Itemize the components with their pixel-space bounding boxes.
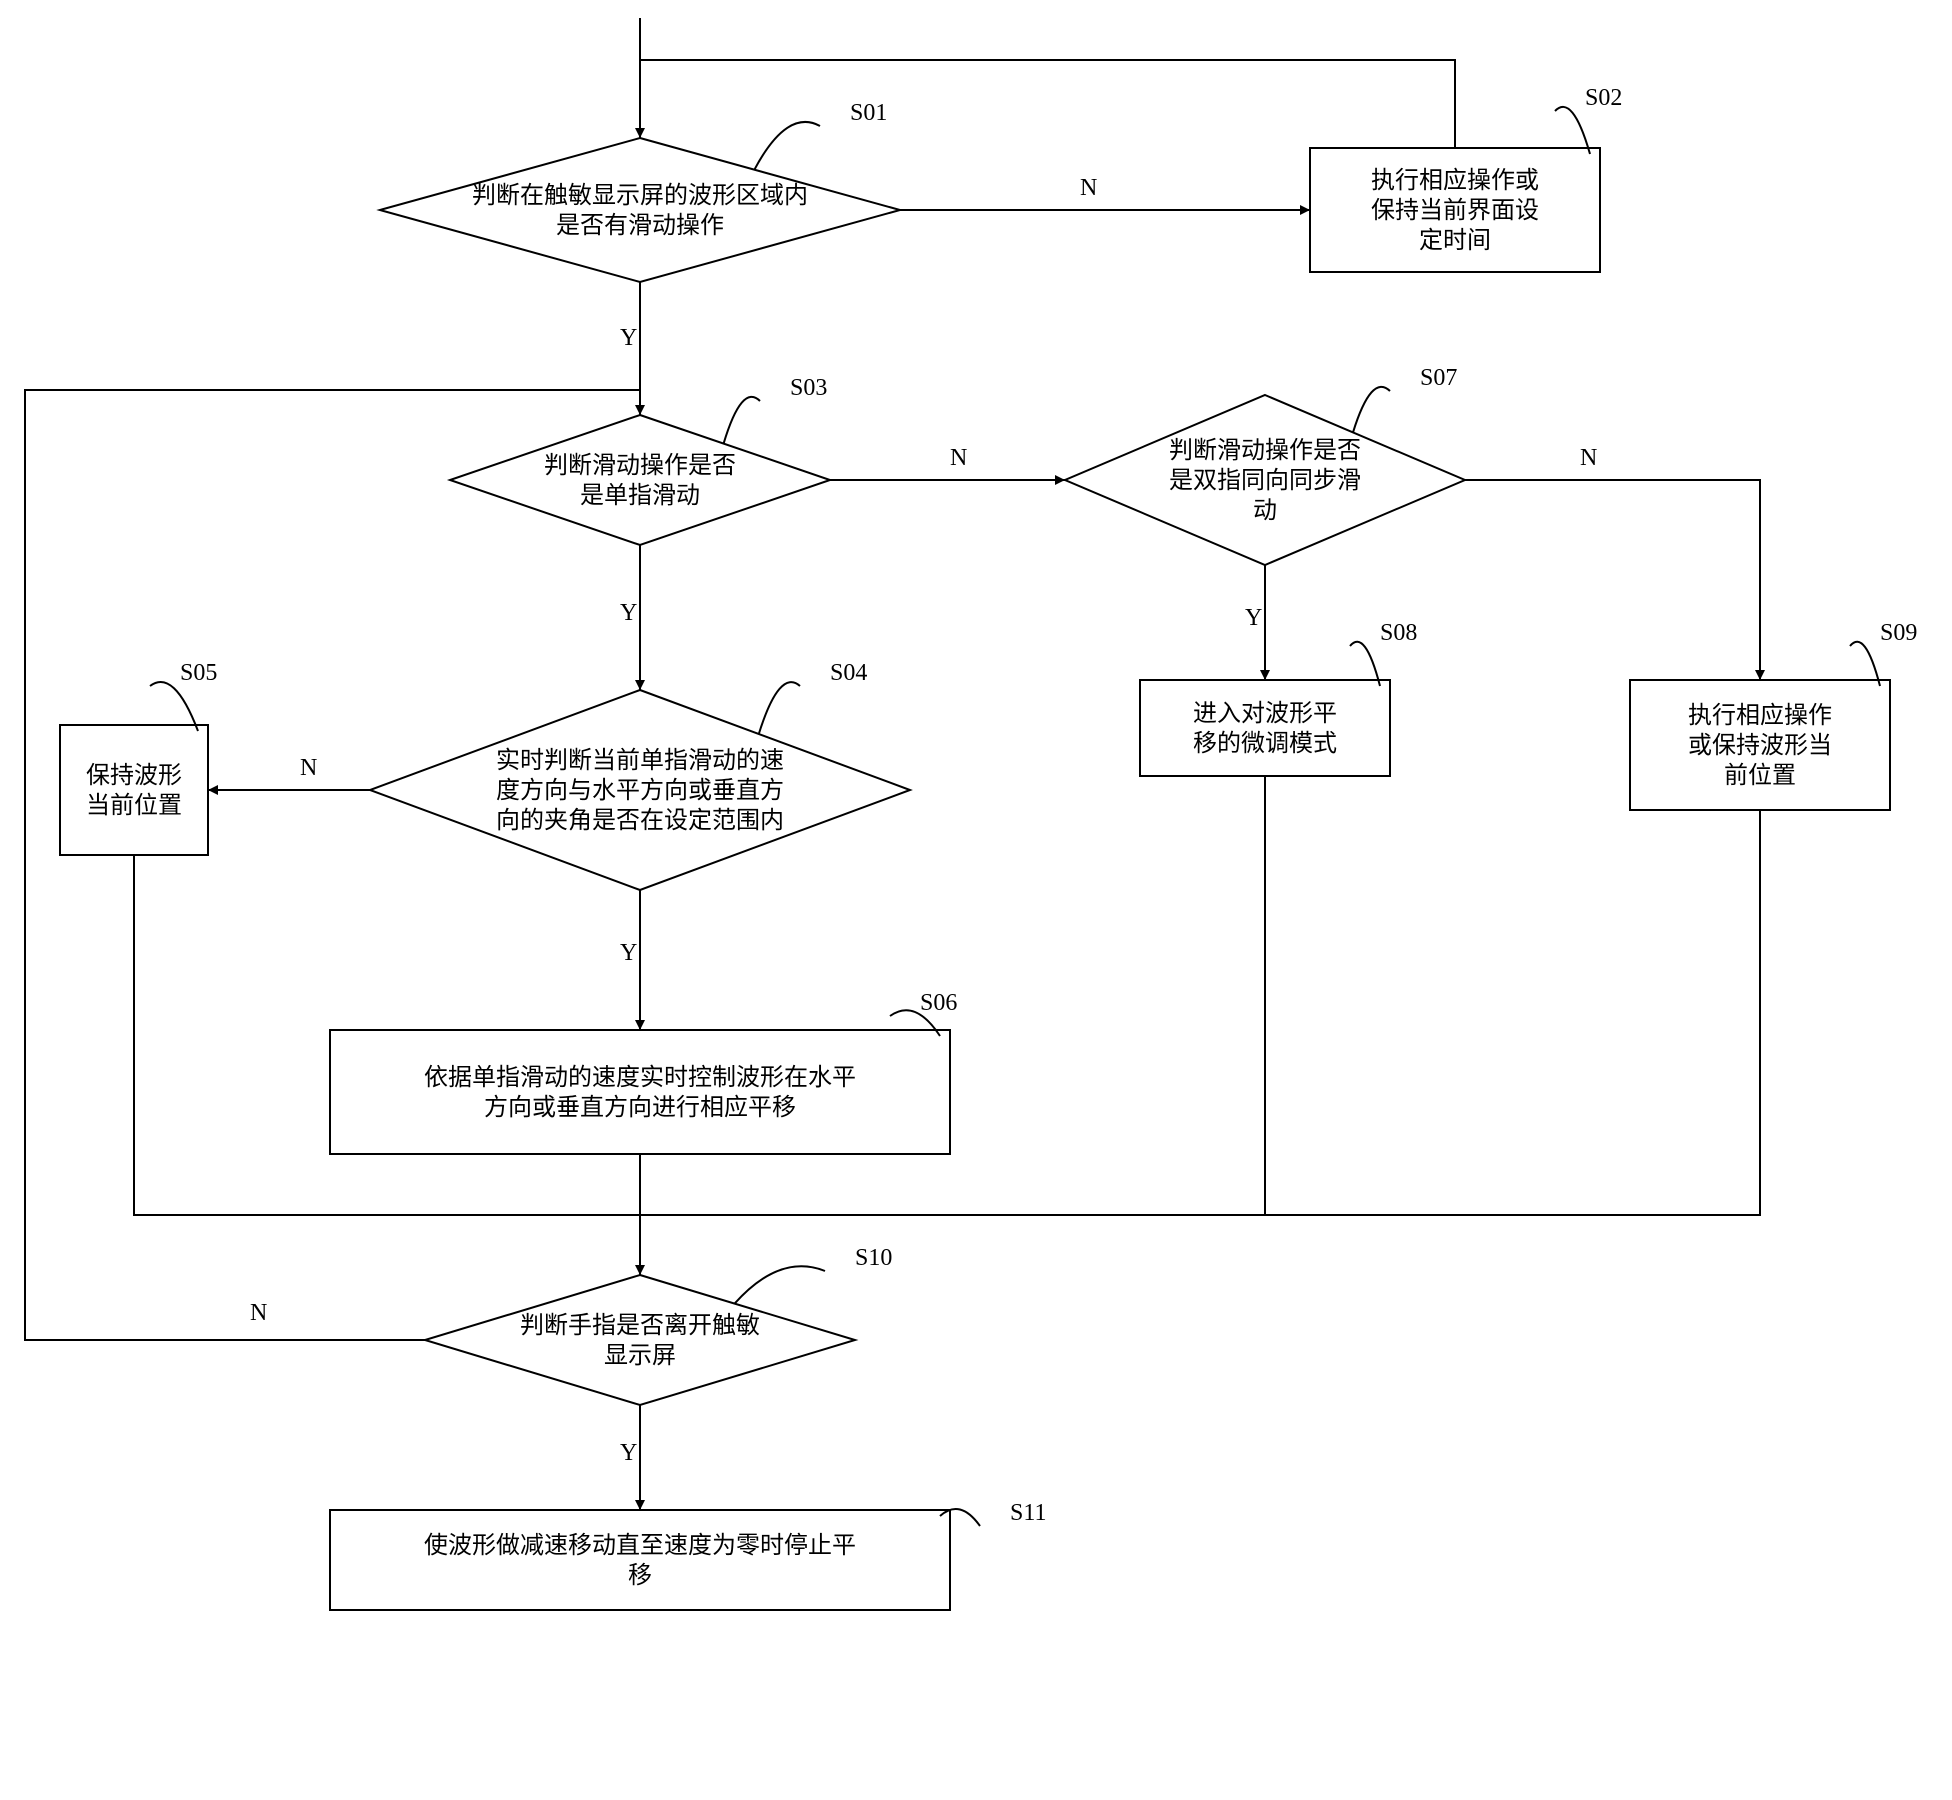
node-S08: 进入对波形平移的微调模式 [1140, 680, 1390, 776]
tag-callout [1353, 387, 1390, 433]
node-S07: 判断滑动操作是否是双指同向同步滑动 [1065, 395, 1465, 565]
node-text: 判断在触敏显示屏的波形区域内 [472, 182, 808, 209]
edge-label: Y [620, 325, 637, 351]
step-tag: S05 [180, 660, 217, 686]
step-tag: S02 [1585, 85, 1622, 111]
node-text: 度方向与水平方向或垂直方 [496, 777, 784, 804]
edge-label: Y [620, 1440, 637, 1466]
node-text: 判断滑动操作是否 [1169, 437, 1361, 464]
edge-label: N [1580, 445, 1597, 471]
step-tag: S08 [1380, 620, 1417, 646]
node-text: 是双指同向同步滑 [1169, 467, 1361, 494]
edge-label: Y [620, 600, 637, 626]
tag-callout [724, 397, 760, 444]
node-S01: 判断在触敏显示屏的波形区域内是否有滑动操作 [380, 138, 900, 282]
tag-callout [1555, 107, 1590, 154]
tag-callout [754, 122, 820, 170]
node-text: 进入对波形平 [1193, 700, 1337, 727]
step-tag: S09 [1880, 620, 1917, 646]
edge-label: N [950, 445, 967, 471]
node-S06: 依据单指滑动的速度实时控制波形在水平方向或垂直方向进行相应平移 [330, 1030, 950, 1154]
node-S10: 判断手指是否离开触敏显示屏 [425, 1275, 855, 1405]
node-text: 判断手指是否离开触敏 [520, 1312, 760, 1339]
node-S03: 判断滑动操作是否是单指滑动 [450, 415, 830, 545]
node-text: 移的微调模式 [1193, 730, 1337, 757]
step-tag: S11 [1010, 1500, 1046, 1526]
node-text: 依据单指滑动的速度实时控制波形在水平 [424, 1064, 856, 1091]
node-text: 向的夹角是否在设定范围内 [496, 807, 784, 834]
node-text: 当前位置 [86, 792, 182, 819]
step-tag: S07 [1420, 365, 1457, 391]
flow-edge [640, 60, 1455, 148]
flow-edge [1265, 810, 1760, 1215]
edge-label: Y [1245, 605, 1262, 631]
node-text: 使波形做减速移动直至速度为零时停止平 [424, 1532, 856, 1559]
step-tag: S04 [830, 660, 867, 686]
node-text: 实时判断当前单指滑动的速 [496, 747, 784, 774]
node-S05: 保持波形当前位置 [60, 725, 208, 855]
tag-callout [759, 682, 800, 734]
node-S09: 执行相应操作或保持波形当前位置 [1630, 680, 1890, 810]
node-text: 判断滑动操作是否 [544, 452, 736, 479]
node-S02: 执行相应操作或保持当前界面设定时间 [1310, 148, 1600, 272]
edge-label: N [300, 755, 317, 781]
tag-callout [735, 1266, 825, 1303]
step-tag: S01 [850, 100, 887, 126]
node-text: 执行相应操作 [1688, 702, 1832, 729]
node-text: 是否有滑动操作 [556, 212, 724, 239]
flow-edge [1465, 480, 1760, 680]
flow-edge [25, 390, 640, 1340]
step-tag: S10 [855, 1245, 892, 1271]
edge-label: N [1080, 175, 1097, 201]
node-text: 执行相应操作或 [1371, 167, 1539, 194]
node-text: 保持波形 [86, 762, 182, 789]
edge-label: N [250, 1300, 267, 1326]
node-text: 保持当前界面设 [1371, 197, 1539, 224]
node-text: 动 [1253, 497, 1277, 524]
node-text: 定时间 [1419, 227, 1491, 254]
step-tag: S03 [790, 375, 827, 401]
node-text: 前位置 [1724, 762, 1796, 789]
tag-callout [150, 682, 198, 731]
node-text: 显示屏 [604, 1343, 676, 1369]
node-S11: 使波形做减速移动直至速度为零时停止平移 [330, 1510, 950, 1610]
step-tag: S06 [920, 990, 957, 1016]
edge-label: Y [620, 940, 637, 966]
node-S04: 实时判断当前单指滑动的速度方向与水平方向或垂直方向的夹角是否在设定范围内 [370, 690, 910, 890]
node-text: 或保持波形当 [1688, 732, 1832, 759]
node-text: 是单指滑动 [580, 482, 700, 509]
node-text: 移 [628, 1562, 652, 1589]
flowchart-canvas: N Y Y N N Y Y N Y N 判断在触敏显示屏的波形区域内是否有滑动操作 S01 执行相应操作… [0, 0, 1952, 1800]
node-text: 方向或垂直方向进行相应平移 [484, 1094, 796, 1121]
